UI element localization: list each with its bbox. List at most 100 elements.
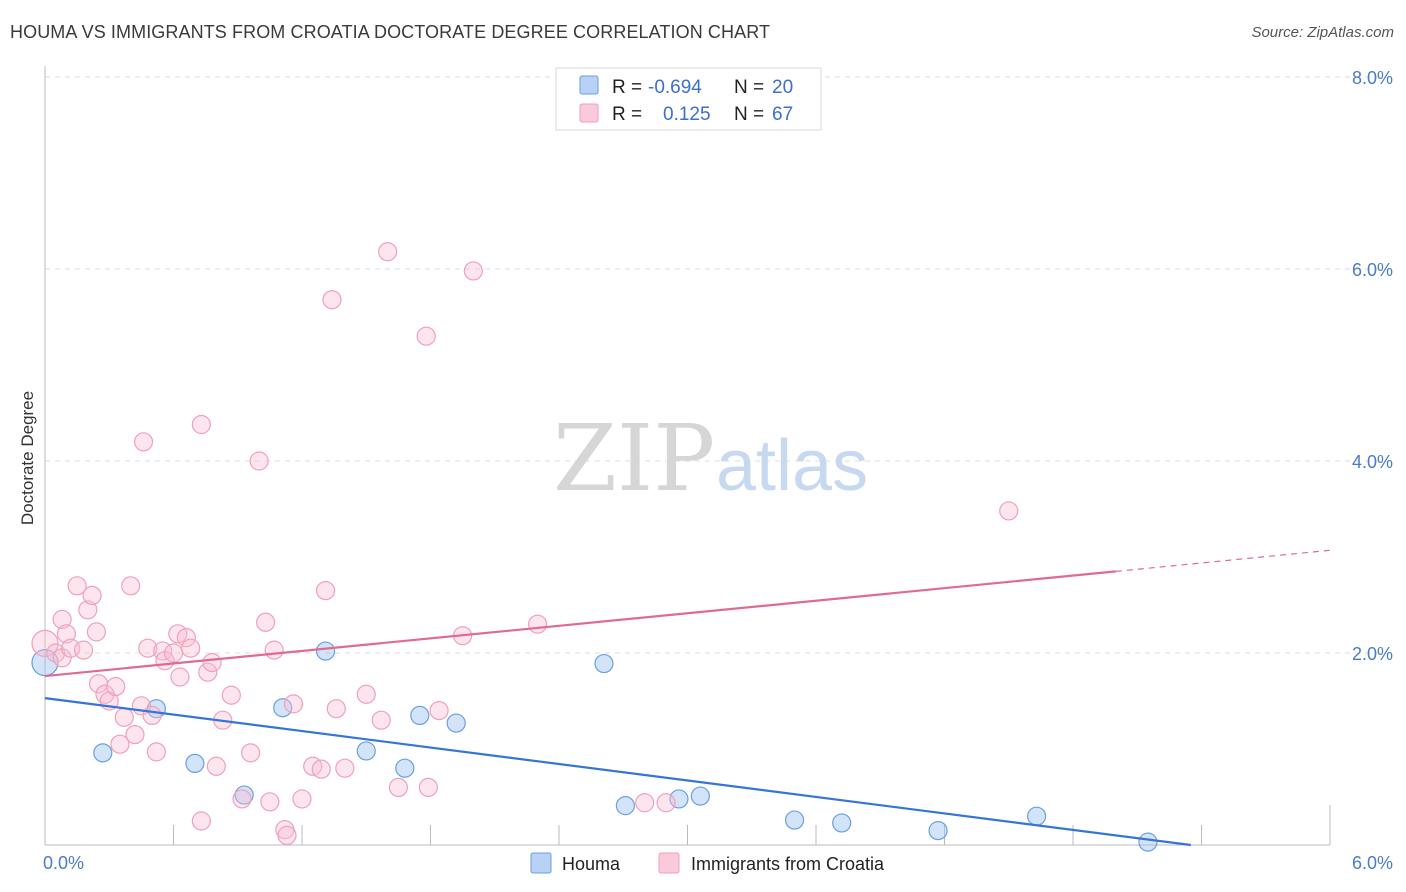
croatia-point-29 [176,628,196,648]
houma-point-6 [315,641,336,661]
y-tick-label-1: 4.0% [1352,452,1393,472]
croatia-point-39 [241,743,261,763]
croatia-point-58 [416,326,436,346]
y-tick-label-0: 2.0% [1352,644,1393,664]
watermark-zip: ZIP [553,405,715,512]
croatia-point-23 [146,742,166,762]
houma-swatch [579,75,599,95]
croatia-point-26 [163,643,184,663]
croatia-trend-extension [1115,549,1331,572]
croatia-point-28 [170,667,190,687]
houma-point-13 [669,789,689,809]
houma-point-19 [1138,832,1158,852]
houma-point-12 [615,796,635,816]
watermark-atlas: atlas [716,426,868,506]
croatia-point-6 [67,576,87,596]
y-axis-label: Doctorate Degree [18,391,37,525]
croatia-n-label: N = [734,104,764,125]
croatia-point-51 [322,290,342,310]
houma-point-9 [410,705,430,726]
houma-point-18 [1026,806,1047,826]
croatia-point-55 [371,710,391,730]
y-tick-label-3: 8.0% [1352,68,1393,88]
croatia-point-14 [106,676,126,697]
legend-houma-swatch [530,852,552,874]
croatia-point-38 [232,789,252,809]
houma-point-14 [690,786,710,806]
houma-point-8 [395,758,415,778]
croatia-point-56 [378,242,398,262]
croatia-point-65 [656,793,676,813]
croatia-point-4 [56,624,77,644]
axes: 2.0% 4.0% 6.0% 8.0% 0.0% 6.0% [43,66,1393,873]
houma-n-value: 20 [772,77,793,98]
houma-r-label: R = [612,77,642,98]
croatia-point-63 [527,614,548,634]
croatia-point-52 [326,699,346,719]
croatia-point-10 [86,622,107,642]
croatia-point-64 [635,793,655,813]
croatia-point-30 [181,638,201,658]
houma-point-3 [185,753,205,774]
series-legend: Houma Immigrants from Croatia [530,852,885,874]
croatia-point-18 [125,724,145,745]
croatia-point-8 [78,600,98,620]
croatia-point-15 [110,734,130,754]
croatia-point-41 [255,612,276,632]
stats-legend: R = -0.694 N = 20 R = 0.125 N = 67 [555,67,822,131]
croatia-point-20 [133,432,154,452]
chart-title: HOUMA VS IMMIGRANTS FROM CROATIA DOCTORA… [10,22,771,42]
croatia-point-32 [191,414,211,435]
source-label: Source: ZipAtlas.com [1251,24,1394,41]
croatia-point-54 [356,684,376,704]
croatia-point-57 [388,777,408,798]
x-tick-label-0: 0.0% [43,853,84,873]
croatia-point-0 [31,629,59,658]
houma-point-16 [832,813,852,833]
trend-lines [44,549,1331,847]
croatia-point-2 [52,609,72,630]
houma-point-17 [928,820,948,841]
croatia-point-50 [315,580,336,601]
croatia-point-34 [202,652,222,673]
croatia-point-42 [260,792,280,812]
stats-legend-box [555,67,822,131]
legend-croatia-swatch [658,852,680,874]
houma-r-value: -0.694 [648,77,702,98]
croatia-swatch [579,103,599,123]
croatia-point-33 [198,662,218,682]
croatia-point-66 [999,501,1019,521]
croatia-point-60 [429,700,449,721]
croatia-r-label: R = [612,104,642,125]
croatia-point-46 [283,694,304,714]
legend-houma-label: Houma [562,854,621,874]
croatia-point-7 [73,640,94,660]
croatia-point-62 [463,261,483,281]
croatia-point-47 [292,789,312,809]
houma-point-15 [784,810,805,830]
croatia-point-21 [138,638,158,658]
croatia-point-22 [142,705,162,726]
croatia-trend-line [44,570,1116,678]
houma-point-11 [594,653,614,674]
houma-trend-line [44,697,1191,847]
houma-point-1 [93,743,113,763]
houma-n-label: N = [734,77,764,98]
data-points [31,242,1158,852]
legend-croatia-label: Immigrants from Croatia [691,854,885,874]
houma-point-10 [446,713,466,733]
watermark: ZIP atlas [553,405,868,512]
croatia-point-31 [191,811,211,831]
croatia-point-37 [221,685,241,705]
houma-point-7 [356,741,376,761]
houma-point-5 [273,698,293,718]
croatia-r-value: 0.125 [663,104,711,125]
croatia-point-35 [206,756,226,776]
x-tick-label-1: 6.0% [1352,853,1393,873]
croatia-point-49 [311,759,331,779]
croatia-point-53 [335,758,355,778]
croatia-n-value: 67 [772,104,793,125]
croatia-point-59 [418,777,438,798]
grid [45,76,1392,654]
